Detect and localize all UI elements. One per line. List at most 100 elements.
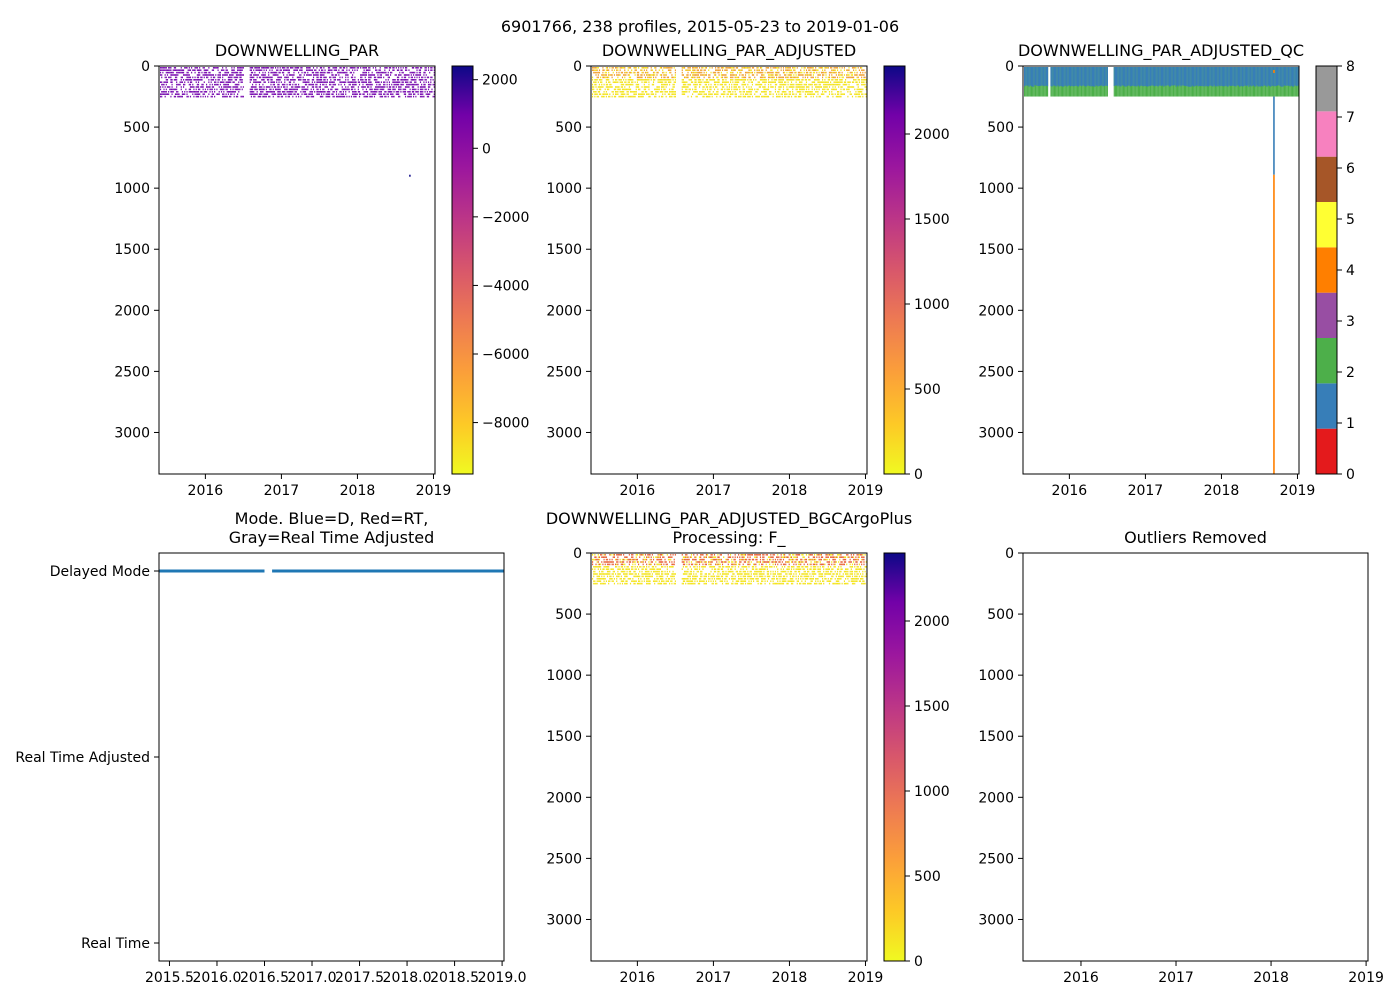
data-cell xyxy=(763,76,765,79)
data-cell xyxy=(270,79,272,81)
data-cell xyxy=(595,69,597,71)
data-cell xyxy=(306,93,308,95)
data-cell xyxy=(731,79,733,81)
data-cell xyxy=(176,79,178,81)
data-cell xyxy=(255,93,257,95)
data-cell xyxy=(424,69,426,71)
data-cell xyxy=(192,91,194,93)
data-cell xyxy=(316,83,318,86)
data-cell xyxy=(643,86,645,88)
data-cell xyxy=(662,570,664,573)
data-cell xyxy=(834,81,836,83)
data-cell xyxy=(610,575,612,578)
data-cell xyxy=(404,81,407,83)
data-cell xyxy=(643,88,645,91)
data-cell xyxy=(329,67,331,69)
data-cell xyxy=(166,79,169,81)
data-cell xyxy=(202,93,204,95)
data-cell xyxy=(738,76,740,79)
data-cell xyxy=(809,69,811,71)
data-cell xyxy=(742,93,744,95)
data-cell xyxy=(324,79,326,81)
data-cell xyxy=(265,76,267,79)
data-cell xyxy=(667,69,670,71)
data-cell xyxy=(839,83,841,86)
data-cell xyxy=(667,76,670,79)
data-cell xyxy=(847,76,849,79)
data-cell xyxy=(858,88,860,91)
data-cell xyxy=(206,76,208,79)
data-cell xyxy=(353,83,355,86)
data-cell xyxy=(280,86,282,88)
data-cell xyxy=(808,91,810,93)
data-cell xyxy=(641,86,643,88)
data-cell xyxy=(239,88,241,91)
data-cell xyxy=(237,93,239,95)
y-tick-label: 2500 xyxy=(114,364,150,380)
data-cell xyxy=(242,95,244,98)
data-cell xyxy=(354,69,356,71)
data-cell xyxy=(348,91,350,93)
data-cell xyxy=(310,95,312,98)
data-cell xyxy=(665,95,667,98)
data-cell xyxy=(207,76,209,79)
data-cell xyxy=(326,71,328,74)
data-cell xyxy=(608,74,610,76)
data-cell xyxy=(256,76,258,79)
data-cell xyxy=(627,578,629,580)
data-cell xyxy=(847,86,849,88)
data-cell xyxy=(617,93,619,95)
data-cell xyxy=(301,88,303,91)
data-cell xyxy=(759,86,762,88)
data-cell xyxy=(685,83,687,86)
data-cell xyxy=(625,88,627,91)
data-cell xyxy=(300,67,302,69)
qc-cell xyxy=(1066,67,1068,87)
data-cell xyxy=(784,74,786,76)
data-cell xyxy=(700,556,702,558)
data-cell xyxy=(693,74,695,76)
data-cell xyxy=(857,93,859,95)
data-cell xyxy=(700,71,702,74)
data-cell xyxy=(682,79,684,81)
data-cell xyxy=(170,69,172,71)
data-cell xyxy=(824,79,826,81)
data-cell xyxy=(298,93,300,95)
data-cell xyxy=(263,86,265,88)
data-cell xyxy=(398,76,400,79)
data-cell xyxy=(291,67,293,69)
data-cell xyxy=(634,582,636,585)
data-cell xyxy=(807,67,809,69)
data-cell xyxy=(688,563,690,566)
qc-cell xyxy=(1143,67,1145,87)
qc-cell xyxy=(1168,67,1171,87)
data-cell xyxy=(611,95,613,98)
data-cell xyxy=(799,93,801,95)
data-cell xyxy=(828,71,831,74)
data-cell xyxy=(321,95,323,98)
data-cell xyxy=(849,93,851,95)
data-cell xyxy=(595,563,597,566)
data-cell xyxy=(199,71,201,74)
data-cell xyxy=(754,88,756,91)
data-cell xyxy=(392,79,394,81)
data-cell xyxy=(610,578,612,580)
data-cell xyxy=(818,79,820,81)
data-cell xyxy=(249,91,251,93)
data-cell xyxy=(689,582,691,585)
data-cell xyxy=(634,558,636,561)
data-cell xyxy=(772,76,774,79)
data-cell xyxy=(326,91,328,93)
data-cell xyxy=(716,563,718,566)
data-cell xyxy=(786,69,788,71)
data-cell xyxy=(710,86,712,88)
data-cell xyxy=(624,67,626,69)
data-cell xyxy=(700,580,702,582)
data-cell xyxy=(603,558,605,561)
data-cell xyxy=(636,79,638,81)
data-cell xyxy=(865,86,867,88)
data-cell xyxy=(765,81,767,83)
data-cell xyxy=(354,81,356,83)
data-cell xyxy=(593,575,595,578)
data-cell xyxy=(165,67,167,69)
